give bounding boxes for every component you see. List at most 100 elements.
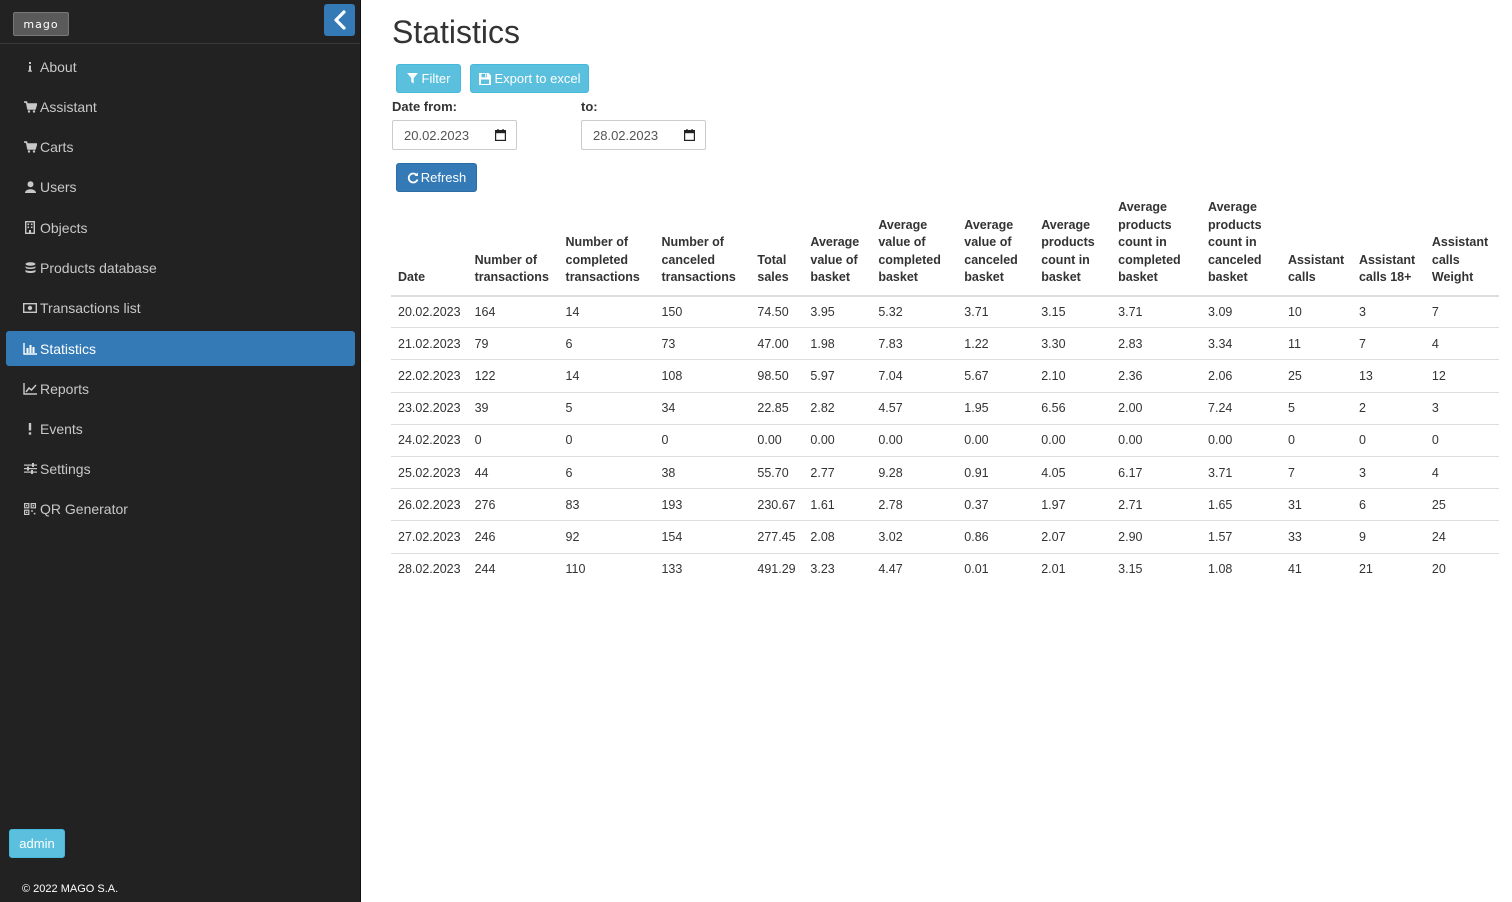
- date-to-value: 28.02.2023: [593, 127, 659, 143]
- table-row: 21.02.2023 79 6 73 47.00 1.98 7.83 1.22 3.30 2.83…: [391, 327, 1499, 360]
- export-to-excel-button[interactable]: Export to excel: [470, 64, 589, 93]
- sidebar-item-label: Objects: [40, 219, 88, 236]
- sidebar-header: mago: [0, 0, 360, 44]
- calendar-icon[interactable]: [495, 129, 506, 141]
- table-cell: 0: [558, 423, 655, 457]
- table-cell: 244: [467, 552, 559, 586]
- table-cell: 73: [654, 327, 751, 360]
- sidebar-item-transactions-list[interactable]: Transactions list: [6, 290, 355, 325]
- sidebar-item-label: Carts: [40, 138, 74, 155]
- table-cell: 7: [1280, 455, 1352, 489]
- sidebar-item-events[interactable]: Events: [6, 411, 355, 446]
- table-cell: 2.83: [1111, 327, 1202, 360]
- table-cell: 7: [1351, 327, 1425, 360]
- sidebar-item-label: Reports: [40, 380, 90, 397]
- column-header: Assistant calls: [1280, 199, 1352, 297]
- statistics-table: Date Number of transactions Number of comp…: [391, 199, 1499, 586]
- info-icon: [20, 61, 40, 73]
- table-cell: 3: [1424, 391, 1499, 425]
- table-cell: 22.02.2023: [391, 359, 468, 393]
- table-row: 28.02.2023 244 110 133 491.29 3.23 4.47 0.01 2.0…: [391, 552, 1499, 586]
- table-cell: 22.85: [750, 391, 804, 425]
- table-cell: 47.00: [750, 327, 804, 360]
- table-cell: 2.90: [1111, 520, 1202, 553]
- refresh-button[interactable]: Refresh: [396, 163, 477, 192]
- cart-icon: [20, 100, 40, 113]
- table-cell: 9: [1351, 520, 1425, 553]
- page-title: Statistics: [392, 14, 521, 50]
- table-cell: 21: [1351, 552, 1425, 586]
- exclamation-icon: [20, 422, 40, 435]
- money-icon: [20, 302, 40, 313]
- sidebar-item-label: QR Generator: [40, 500, 128, 517]
- column-header: Average value of completed basket: [871, 199, 958, 297]
- table-cell: 0: [1280, 423, 1352, 457]
- table-cell: 0.00: [871, 423, 958, 457]
- sidebar-item-carts[interactable]: Carts: [6, 129, 355, 164]
- table-cell: 23.02.2023: [391, 391, 468, 425]
- calendar-icon[interactable]: [684, 129, 695, 141]
- sidebar-item-reports[interactable]: Reports: [6, 371, 355, 406]
- table-cell: 24.02.2023: [391, 423, 468, 457]
- qrcode-icon: [20, 502, 40, 515]
- sidebar-item-statistics[interactable]: Statistics: [6, 331, 355, 366]
- export-button-label: Export to excel: [494, 71, 581, 86]
- date-from-input[interactable]: 20.02.2023: [392, 120, 517, 150]
- table-cell: 9.28: [871, 455, 958, 489]
- main-content: Statistics Filter Export to excel Date f…: [361, 0, 1512, 902]
- cart-icon: [20, 140, 40, 153]
- table-cell: 25: [1424, 488, 1499, 521]
- table-cell: 0: [654, 423, 751, 457]
- table-cell: 0: [467, 423, 559, 457]
- table-cell: 0.00: [957, 423, 1035, 457]
- sidebar-item-objects[interactable]: Objects: [6, 210, 355, 245]
- table-cell: 14: [558, 359, 655, 393]
- table-cell: 0.00: [1201, 423, 1281, 457]
- table-cell: 0.00: [803, 423, 872, 457]
- sidebar-item-label: Products database: [40, 259, 157, 276]
- date-to-input[interactable]: 28.02.2023: [581, 120, 706, 150]
- table-cell: 5: [1280, 391, 1352, 425]
- table-cell: 154: [654, 520, 751, 553]
- admin-user-button[interactable]: admin: [9, 829, 65, 858]
- table-cell: 1.95: [957, 391, 1035, 425]
- sidebar-item-products-database[interactable]: Products database: [6, 250, 355, 285]
- sidebar-item-label: Users: [40, 178, 77, 195]
- sidebar-item-about[interactable]: About: [6, 49, 355, 84]
- table-cell: 2.06: [1201, 359, 1281, 393]
- table-cell: 491.29: [750, 552, 804, 586]
- save-icon: [478, 72, 491, 85]
- column-header: Number of canceled transactions: [654, 199, 751, 297]
- date-to-label: to:: [581, 99, 598, 114]
- sidebar-item-settings[interactable]: Settings: [6, 451, 355, 486]
- table-row: 20.02.2023 164 14 150 74.50 3.95 5.32 3.71 3.15 3…: [391, 296, 1499, 328]
- table-cell: 4.47: [871, 552, 958, 586]
- table-cell: 27.02.2023: [391, 520, 468, 553]
- table-cell: 3.23: [803, 552, 872, 586]
- column-header: Average products count in completed bask…: [1111, 199, 1202, 297]
- sidebar-item-users[interactable]: Users: [6, 169, 355, 204]
- mago-logo[interactable]: mago: [13, 12, 69, 36]
- table-row: 25.02.2023 44 6 38 55.70 2.77 9.28 0.91 4.05 6.17…: [391, 455, 1499, 489]
- sidebar-item-assistant[interactable]: Assistant: [6, 89, 355, 124]
- sidebar-collapse-button[interactable]: [324, 4, 355, 36]
- table-cell: 98.50: [750, 359, 804, 393]
- table-cell: 10: [1287, 304, 1302, 319]
- table-cell: 0: [1424, 423, 1499, 457]
- table-cell: 150: [661, 304, 683, 319]
- table-cell: 3.02: [871, 520, 958, 553]
- table-cell: 92: [558, 520, 655, 553]
- table-cell: 2.08: [803, 520, 872, 553]
- table-cell: 1.08: [1201, 552, 1281, 586]
- table-cell: 38: [654, 455, 751, 489]
- table-header-row: Date Number of transactions Number of comp…: [391, 199, 1499, 297]
- sidebar-item-qr-generator[interactable]: QR Generator: [6, 491, 355, 526]
- sidebar-item-label: Statistics: [40, 340, 97, 357]
- table-cell: 7: [1431, 304, 1439, 319]
- table-cell: 14: [565, 304, 580, 319]
- table-cell: 2: [1351, 391, 1425, 425]
- sidebar-item-label: Settings: [40, 460, 91, 477]
- filter-button[interactable]: Filter: [396, 64, 461, 93]
- table-body: 20.02.2023 164 14 150 74.50 3.95 5.32 3.71 3.15 3…: [391, 296, 1499, 586]
- table-cell: 0: [1351, 423, 1425, 457]
